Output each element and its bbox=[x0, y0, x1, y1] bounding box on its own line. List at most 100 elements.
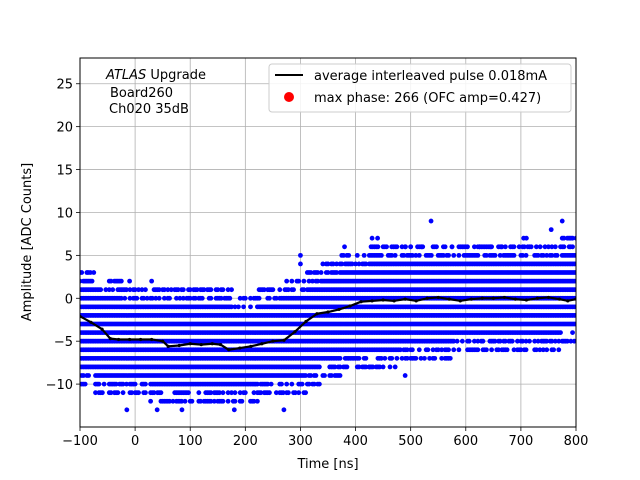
sample-point bbox=[413, 355, 419, 361]
sample-point bbox=[129, 390, 135, 396]
sample-point-outlier bbox=[524, 235, 529, 241]
sample-point bbox=[284, 381, 290, 387]
sample-point bbox=[466, 338, 472, 344]
sample-point bbox=[337, 373, 343, 378]
sample-point bbox=[189, 398, 195, 404]
sample-point bbox=[504, 347, 510, 353]
average-pulse-point bbox=[227, 348, 231, 352]
sample-point bbox=[394, 355, 400, 361]
sample-point bbox=[261, 287, 267, 293]
sample-point-outlier bbox=[477, 244, 482, 250]
sample-point-outlier bbox=[537, 244, 543, 250]
sample-point bbox=[320, 261, 326, 267]
sample-point bbox=[98, 287, 104, 293]
sample-point bbox=[161, 295, 167, 301]
sample-point-outlier bbox=[375, 235, 380, 241]
average-pulse-point bbox=[304, 319, 308, 324]
average-pulse-point bbox=[293, 330, 297, 334]
sample-point bbox=[89, 278, 95, 284]
sample-point bbox=[509, 338, 515, 344]
sample-point bbox=[118, 295, 124, 301]
sample-point bbox=[422, 355, 427, 361]
y-tick-label: −10 bbox=[46, 378, 73, 393]
sample-point bbox=[82, 381, 88, 387]
sample-point bbox=[570, 330, 575, 336]
sample-point-outlier bbox=[149, 278, 155, 284]
sample-point-outlier bbox=[298, 252, 303, 258]
sample-point bbox=[211, 398, 217, 404]
average-pulse-point bbox=[326, 310, 330, 314]
average-pulse-point bbox=[210, 342, 214, 346]
average-pulse-point bbox=[480, 296, 484, 300]
sample-point-outlier bbox=[127, 278, 132, 284]
sample-point bbox=[289, 381, 295, 387]
sample-point bbox=[167, 398, 172, 404]
sample-point-outlier bbox=[408, 244, 414, 250]
sample-point bbox=[187, 295, 193, 301]
legend-label-average-pulse: average interleaved pulse 0.018mA bbox=[314, 69, 547, 84]
sample-point bbox=[225, 390, 231, 396]
average-pulse-point bbox=[566, 299, 570, 303]
sample-point bbox=[554, 252, 560, 258]
sample-point bbox=[237, 295, 243, 301]
sample-point bbox=[179, 398, 185, 404]
sample-point bbox=[308, 373, 314, 378]
sample-point bbox=[144, 295, 150, 301]
sample-point bbox=[93, 390, 98, 396]
x-tick-label: 400 bbox=[343, 434, 368, 449]
sample-point bbox=[346, 252, 352, 258]
sample-point-outlier bbox=[428, 218, 434, 224]
average-pulse-point bbox=[381, 298, 385, 302]
sample-point bbox=[218, 295, 224, 301]
sample-point bbox=[113, 381, 119, 387]
sample-point bbox=[267, 390, 272, 396]
x-tick-label: 0 bbox=[131, 434, 139, 449]
sample-point bbox=[136, 390, 141, 396]
average-pulse-point bbox=[100, 327, 104, 331]
average-pulse-point bbox=[116, 337, 121, 342]
sample-point bbox=[387, 364, 393, 370]
sample-point bbox=[177, 295, 183, 301]
annotation-board: Board260 bbox=[110, 86, 173, 101]
y-tick-label: −5 bbox=[54, 335, 73, 350]
average-pulse-point bbox=[370, 299, 374, 303]
sample-point bbox=[456, 347, 462, 353]
sample-point bbox=[229, 390, 234, 396]
sample-point bbox=[132, 381, 138, 387]
sample-point bbox=[363, 355, 369, 361]
sample-point bbox=[139, 287, 145, 293]
sample-point bbox=[220, 398, 226, 404]
sample-point bbox=[442, 244, 448, 250]
legend-label-max-phase: max phase: 266 (OFC amp=0.427) bbox=[314, 91, 541, 106]
sample-point bbox=[127, 295, 133, 301]
sample-point bbox=[239, 398, 245, 404]
sample-point bbox=[256, 295, 262, 301]
sample-point bbox=[289, 278, 295, 284]
sample-point bbox=[277, 287, 283, 293]
average-pulse-point bbox=[469, 297, 473, 301]
average-pulse-point bbox=[89, 320, 93, 324]
sample-point bbox=[337, 355, 343, 361]
sample-point bbox=[124, 287, 129, 293]
sample-point bbox=[248, 304, 253, 310]
sample-point bbox=[182, 398, 188, 404]
average-pulse-point bbox=[139, 337, 143, 342]
average-pulse-point bbox=[557, 297, 562, 301]
average-pulse-point bbox=[315, 312, 319, 316]
sample-point bbox=[229, 287, 234, 293]
sample-point bbox=[254, 398, 260, 404]
sample-point bbox=[311, 381, 317, 387]
sample-point bbox=[382, 355, 388, 361]
sample-point bbox=[434, 244, 439, 250]
average-pulse-point bbox=[524, 298, 529, 302]
sample-point bbox=[484, 347, 489, 353]
sample-point bbox=[392, 252, 398, 258]
sample-point-outlier bbox=[369, 235, 375, 241]
x-tick-label: 700 bbox=[508, 434, 533, 449]
sample-point bbox=[198, 398, 203, 404]
sample-point bbox=[165, 287, 171, 293]
sample-point bbox=[285, 287, 291, 293]
sample-point bbox=[148, 398, 154, 404]
sample-point bbox=[242, 390, 248, 396]
average-pulse-point bbox=[392, 299, 396, 303]
